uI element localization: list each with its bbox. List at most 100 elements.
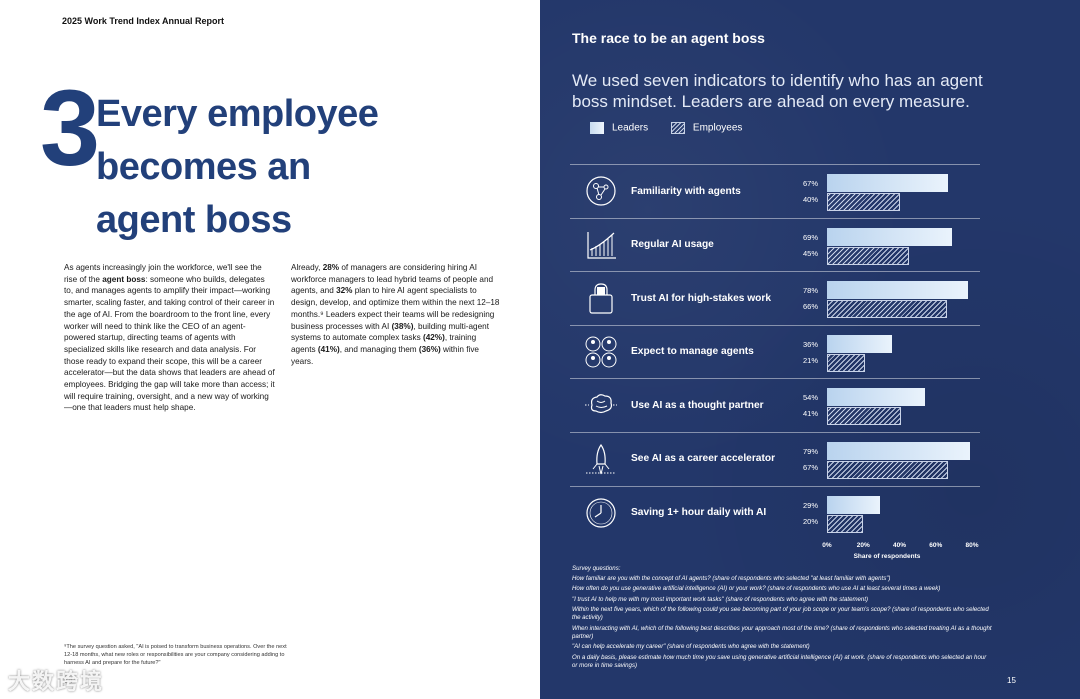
bold-text: (42%) (422, 333, 445, 343)
employee-value-label: 66% (802, 302, 818, 312)
employee-bar (827, 300, 947, 319)
leader-value-label: 29% (802, 500, 818, 510)
bold-text: (41%) (317, 344, 340, 354)
chart-row-time-saving: Saving 1+ hour daily with AI 29% 20% (570, 485, 980, 540)
x-tick-label: 80% (965, 542, 979, 549)
category-label: Trust AI for high-stakes work (631, 292, 772, 304)
chapter-title-line: agent boss (96, 199, 292, 241)
footnote: ⁹The survey question asked, "AI is poise… (64, 644, 287, 667)
lock-icon (589, 283, 613, 314)
text-run: : someone who builds, delegates to, and … (64, 274, 275, 413)
legend-swatch-employees (670, 122, 685, 134)
employee-value-label: 20% (802, 516, 818, 526)
x-tick-label: 40% (892, 542, 907, 549)
x-axis: Share of respondents 0% 20% 40% 60% 80% (822, 528, 987, 560)
employee-bar (827, 193, 900, 211)
text-run: within five years. (291, 344, 479, 366)
text-run: , and managing them (339, 344, 419, 354)
chart-row-manage-agents: Expect to manage agents 36% 21% (570, 324, 980, 379)
survey-heading: Survey questions: (572, 565, 621, 572)
text-run: , building multi-agent systems to automa… (291, 321, 489, 343)
text-run: , training agents (291, 333, 477, 354)
legend-swatch-leaders (590, 122, 604, 134)
survey-question: How often do you use generative artifici… (572, 585, 941, 593)
category-label: Saving 1+ hour daily with AI (631, 507, 767, 519)
employee-value-label: 45% (802, 248, 818, 258)
survey-question: When interacting with AI, which of the f… (572, 624, 992, 640)
chart-row-thought-partner: Use AI as a thought partner 54% 41% (570, 378, 980, 432)
bold-text: 28% (322, 263, 340, 272)
category-label: See AI as a career accelerator (631, 453, 776, 465)
survey-question: "AI can help accelerate my career" (shar… (572, 643, 810, 651)
legend-item-employees: Employees (670, 122, 743, 134)
x-tick-label: 60% (929, 542, 943, 549)
legend-label: Employees (692, 122, 743, 134)
leader-bar (827, 388, 925, 407)
survey-questions: Survey questions: How familiar are you w… (572, 565, 992, 672)
infographic-title: The race to be an agent boss (572, 30, 765, 46)
chart-row-familiarity: Familiarity with agents 67% 40% (570, 164, 980, 218)
category-label: Familiarity with agents (631, 185, 741, 197)
brain-icon (585, 394, 617, 414)
survey-question: How familiar are you with the concept of… (572, 575, 891, 583)
infographic-subtitle: We used seven indicators to identify who… (572, 71, 983, 111)
chapter-title-line: Every employee (96, 93, 379, 135)
leader-value-label: 69% (802, 232, 818, 242)
leader-bar (827, 495, 880, 514)
bold-text: (36%) (418, 344, 441, 354)
chapter-title: Every employee becomes an agent boss (96, 88, 396, 247)
x-axis-title: Share of respondents (853, 553, 921, 560)
legend-item-leaders: Leaders (590, 122, 648, 134)
leader-value-label: 54% (802, 393, 818, 403)
page-number-right: 15 (1007, 676, 1016, 685)
leader-value-label: 36% (802, 339, 818, 349)
text-run: plan to hire AI agent specialists to des… (291, 286, 500, 331)
employee-value-label: 67% (802, 462, 818, 472)
bar-chart: Familiarity with agents 67% 40% Regular AI … (570, 164, 980, 539)
employee-bar (827, 460, 949, 479)
employee-value-label: 21% (802, 355, 818, 365)
page-number-left: 14 (64, 676, 73, 685)
chart-row-regular-usage: Regular AI usage 69% 45% (570, 217, 980, 272)
report-title: 2025 Work Trend Index Annual Report (62, 16, 225, 26)
survey-question-list: How familiar are you with the concept of… (572, 575, 992, 670)
employee-value-label: 41% (802, 409, 818, 419)
category-label: Expect to manage agents (631, 346, 754, 358)
leader-bar (827, 174, 949, 192)
chapter-title-line: becomes an (96, 146, 311, 188)
text-run: As agents increasingly join the workforc… (64, 263, 262, 284)
chart-row-trust: Trust AI for high-stakes work 78% 66% (570, 271, 980, 325)
watermark-logo: 大数跨境 (8, 669, 105, 694)
chart-row-career-accelerator: See AI as a career accelerator 79% 67% (570, 431, 980, 486)
text-run: Already, (291, 263, 323, 272)
right-page: The race to be an agent boss We used sev… (540, 0, 1080, 699)
chapter-number: 3 (40, 67, 100, 188)
rocket-icon (586, 443, 616, 475)
employee-bar (827, 246, 909, 265)
survey-question: Within the next five years, which of the… (572, 606, 989, 622)
clock-icon (586, 497, 616, 528)
network-nodes-icon (586, 176, 616, 206)
body-paragraph-2: Already, 28% of managers are considering… (291, 262, 503, 367)
survey-question: On a daily basis, please estimate how mu… (572, 653, 987, 669)
category-label: Regular AI usage (631, 239, 714, 251)
left-page: 2025 Work Trend Index Annual Report 3 Ev… (8, 16, 503, 694)
text-run: of managers are considering hiring AI wo… (291, 263, 494, 296)
employee-value-label: 40% (802, 195, 818, 204)
chart-legend: Leaders Employees (590, 122, 762, 134)
employee-bar (827, 353, 866, 372)
bold-text: agent boss (102, 274, 146, 284)
employee-bar (827, 407, 902, 426)
survey-question: "I trust AI to help me with my most impo… (572, 595, 869, 603)
bold-text: (38%) (391, 321, 414, 331)
leader-bar (827, 334, 893, 353)
people-group-icon (585, 336, 617, 368)
x-tick-label: 0% (822, 542, 832, 549)
employee-bar (827, 514, 864, 533)
leader-bar (827, 227, 953, 246)
x-tick-label: 20% (856, 542, 870, 549)
leader-bar (827, 281, 969, 300)
leader-bar (827, 441, 971, 460)
leader-value-label: 78% (802, 286, 818, 296)
category-label: Use AI as a thought partner (631, 399, 764, 411)
